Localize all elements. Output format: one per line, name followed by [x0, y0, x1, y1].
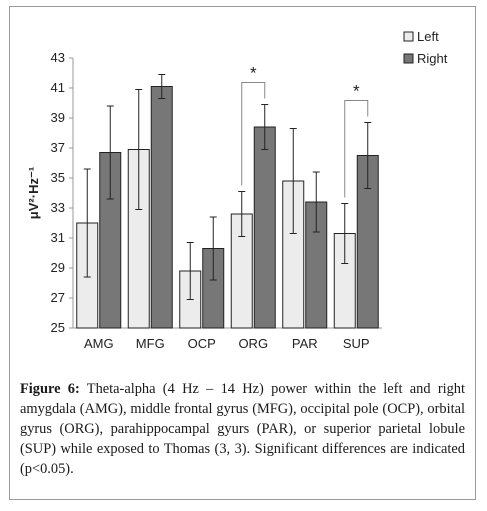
- y-tick-label: 35: [51, 170, 65, 185]
- caption-text: Theta-alpha (4 Hz – 14 Hz) power within …: [20, 381, 465, 477]
- y-tick-label: 39: [51, 110, 65, 125]
- legend-label-right: Right: [417, 51, 448, 66]
- y-tick-label: 31: [51, 230, 65, 245]
- y-tick-label: 33: [51, 200, 65, 215]
- bar-right-mfg: [150, 86, 173, 329]
- bar-chart: μV²·Hz⁻¹ 25 27 29 31 33 35 37 39 41 43 AMG MFG OCP OR…: [26, 29, 448, 351]
- x-category-label: AMG: [84, 336, 114, 351]
- y-tick-label: 41: [51, 80, 65, 95]
- significance-star: *: [250, 64, 257, 83]
- x-category-label: SUP: [343, 336, 370, 351]
- figure-caption: Figure 6: Theta-alpha (4 Hz – 14 Hz) pow…: [20, 379, 465, 479]
- y-tick-label: 27: [51, 290, 65, 305]
- significance-bracket: [344, 100, 369, 198]
- y-tick-label: 37: [51, 140, 65, 155]
- bar-right-org: [253, 126, 276, 329]
- legend-swatch-left: [403, 31, 414, 42]
- x-category-label: PAR: [292, 336, 318, 351]
- y-tick-label: 43: [51, 50, 65, 65]
- significance-star: *: [353, 82, 360, 101]
- x-category-label: MFG: [136, 336, 165, 351]
- y-tick-label: 29: [51, 260, 65, 275]
- y-tick-label: 25: [51, 320, 65, 335]
- x-category-label: OCP: [188, 336, 216, 351]
- legend-label-left: Left: [417, 29, 439, 44]
- caption-lead: Figure 6:: [20, 381, 80, 397]
- legend-swatch-right: [403, 53, 414, 64]
- x-category-label: ORG: [238, 336, 268, 351]
- y-axis-label: μV²·Hz⁻¹: [26, 167, 41, 219]
- significance-bracket: [241, 82, 266, 186]
